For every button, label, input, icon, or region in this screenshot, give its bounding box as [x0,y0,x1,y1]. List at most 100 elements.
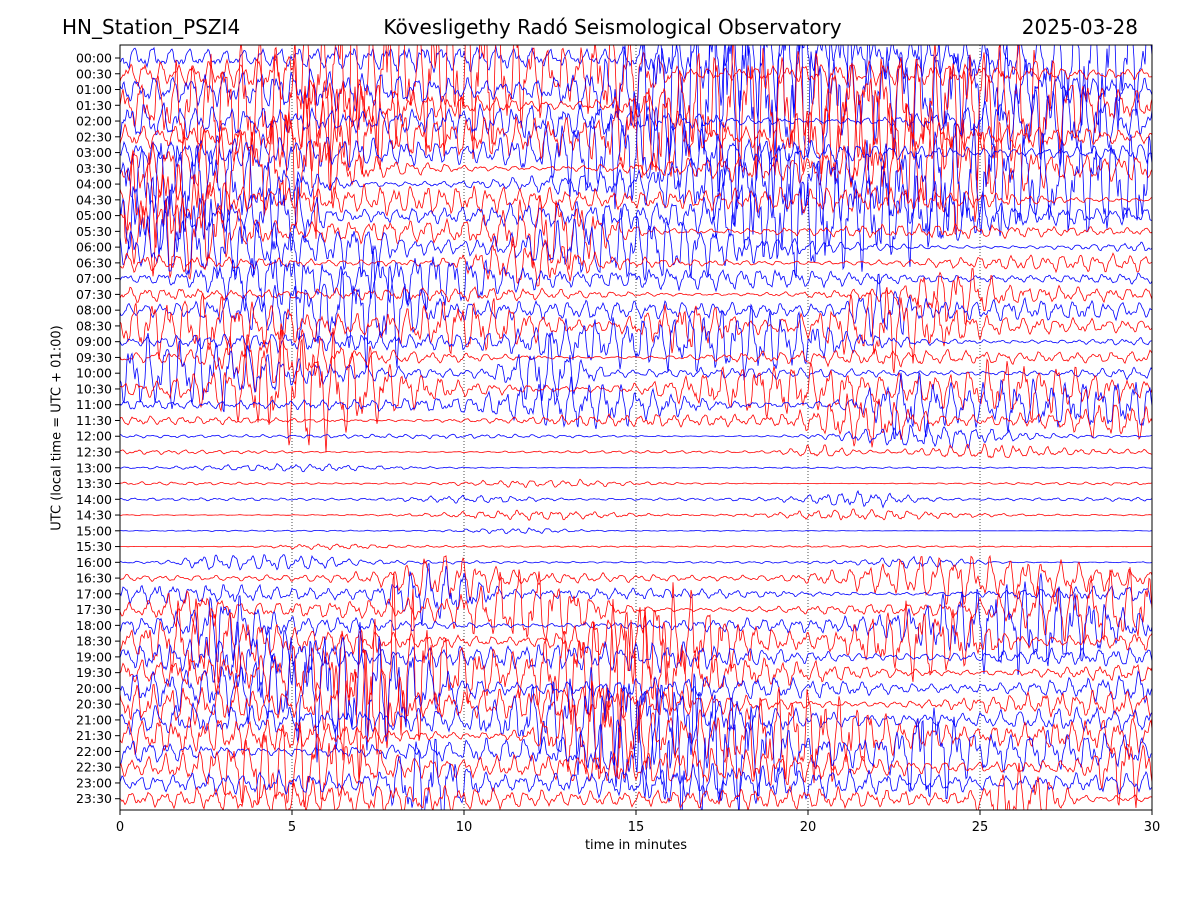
y-tick-label: 10:30 [76,381,112,396]
trace-line [120,573,1152,675]
y-tick-label: 22:00 [76,744,112,759]
trace-line [120,738,1152,810]
trace-line [120,462,1152,473]
trace-line [120,268,1152,327]
trace-line [120,508,1152,521]
trace-line [120,122,1152,240]
y-tick-label: 07:00 [76,271,112,286]
y-tick-label: 00:30 [76,66,112,81]
trace-line [120,256,1152,312]
trace-line [120,582,1152,685]
y-tick-label: 11:00 [76,397,112,412]
y-axis: 00:0000:3001:0001:3002:0002:3003:0003:30… [76,51,120,806]
trace-line [120,97,1152,239]
y-tick-label: 15:30 [76,539,112,554]
trace-line [120,567,1152,645]
y-tick-label: 04:00 [76,177,112,192]
trace-line [120,554,1152,606]
trace-line [120,553,1152,571]
trace-group [120,45,1152,810]
x-tick-label: 0 [116,820,124,835]
y-tick-label: 11:30 [76,413,112,428]
x-tick-label: 30 [1144,820,1161,835]
trace-line [120,649,1152,784]
trace-line [120,45,1152,138]
trace-line [120,198,1152,281]
y-tick-label: 21:00 [76,712,112,727]
y-tick-label: 02:30 [76,129,112,144]
y-tick-label: 18:00 [76,618,112,633]
x-tick-label: 5 [288,820,296,835]
trace-line [120,490,1152,509]
chart-title: Kövesligethy Radó Seismological Observat… [383,15,842,39]
trace-line [120,621,1152,698]
trace-line [120,245,1152,369]
y-tick-label: 15:00 [76,523,112,538]
y-tick-label: 18:30 [76,634,112,649]
y-tick-label: 09:30 [76,350,112,365]
y-tick-label: 13:00 [76,460,112,475]
trace-line [120,323,1152,393]
x-tick-label: 15 [628,820,645,835]
trace-line [120,722,1152,808]
y-tick-label: 22:30 [76,760,112,775]
trace-line [120,667,1152,787]
y-tick-label: 17:30 [76,602,112,617]
y-tick-label: 16:00 [76,555,112,570]
y-tick-label: 13:30 [76,476,112,491]
y-tick-label: 20:30 [76,697,112,712]
trace-line [120,527,1152,535]
y-tick-label: 10:00 [76,366,112,381]
trace-line [120,45,1152,210]
trace-line [120,622,1152,763]
y-tick-label: 03:00 [76,145,112,160]
y-tick-label: 04:30 [76,192,112,207]
y-tick-label: 09:00 [76,334,112,349]
y-tick-label: 12:00 [76,429,112,444]
y-tick-label: 01:30 [76,98,112,113]
trace-line [120,478,1152,489]
y-tick-label: 16:30 [76,571,112,586]
x-tick-label: 10 [456,820,473,835]
y-tick-label: 23:30 [76,791,112,806]
y-tick-label: 06:30 [76,255,112,270]
trace-line [120,103,1152,210]
y-tick-label: 08:30 [76,318,112,333]
y-tick-label: 07:30 [76,287,112,302]
x-axis: 0 5 10 15 20 25 30 [116,810,1160,835]
trace-line [120,673,1152,810]
y-tick-label: 14:30 [76,508,112,523]
station-name: HN_Station_PSZI4 [62,15,241,39]
y-tick-label: 21:30 [76,728,112,743]
trace-line [120,332,1152,413]
x-axis-label: time in minutes [584,838,688,853]
trace-line [120,286,1152,374]
y-tick-label: 19:30 [76,665,112,680]
y-tick-label: 01:00 [76,82,112,97]
trace-line [120,443,1152,459]
y-tick-label: 03:30 [76,161,112,176]
y-tick-label: 02:00 [76,114,112,129]
trace-line [120,303,1152,381]
x-tick-label: 20 [800,820,817,835]
trace-line [120,543,1152,551]
date-label: 2025-03-28 [1021,15,1138,39]
y-tick-label: 20:00 [76,681,112,696]
x-tick-label: 25 [972,820,989,835]
y-tick-label: 06:00 [76,240,112,255]
y-tick-label: 05:30 [76,224,112,239]
trace-line [120,762,1152,810]
trace-line [120,149,1152,278]
y-tick-label: 00:00 [76,51,112,66]
y-tick-label: 08:00 [76,303,112,318]
y-tick-label: 23:00 [76,775,112,790]
y-tick-label: 14:00 [76,492,112,507]
trace-line [120,45,1152,181]
y-tick-label: 12:30 [76,445,112,460]
y-tick-label: 05:00 [76,208,112,223]
trace-line [120,371,1152,440]
y-tick-label: 17:00 [76,586,112,601]
y-tick-label: 19:00 [76,649,112,664]
trace-line [120,422,1152,449]
